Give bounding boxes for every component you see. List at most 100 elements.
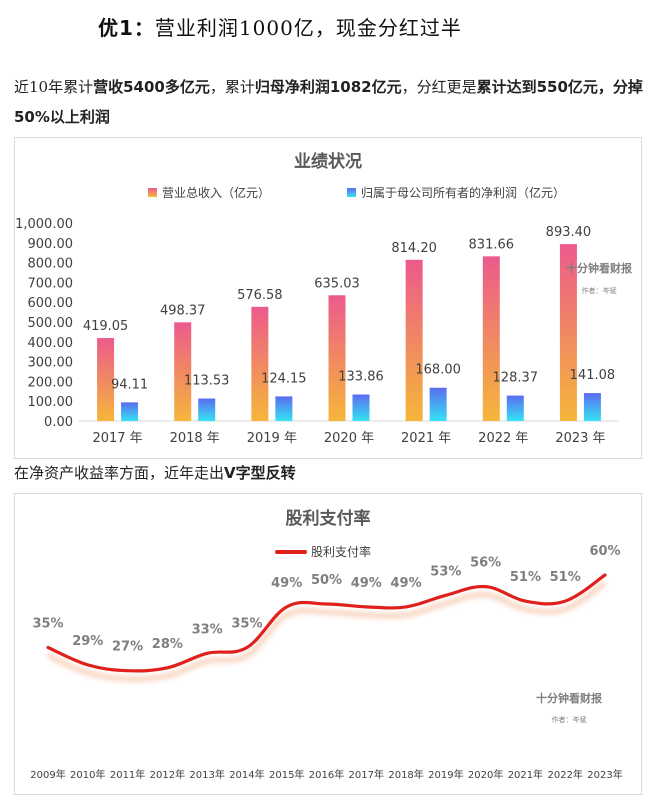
revenue-bar: [251, 306, 269, 421]
x-year-label: 2020年: [468, 768, 503, 781]
legend-payout-label: 股利支付率: [311, 544, 371, 559]
heading-prefix: 优1：: [98, 16, 155, 40]
intro-paragraph: 近10年累计营收5400多亿元，累计归母净利润1082亿元，分红更是累计达到55…: [14, 72, 644, 132]
payout-data-label: 51%: [510, 570, 541, 585]
legend-revenue-label: 营业总收入（亿元）: [162, 185, 270, 200]
payout-data-label: 49%: [391, 576, 422, 591]
payout-data-label: 51%: [550, 570, 581, 585]
line-watermark-main: 十分钟看财报: [536, 691, 603, 705]
y-tick-label: 100.00: [28, 395, 74, 410]
payout-data-label: 53%: [430, 564, 461, 579]
profit-data-label: 94.11: [111, 377, 148, 392]
x-year-label: 2011年: [110, 768, 145, 781]
bar-watermark-sub: 作者：岑斌: [582, 286, 617, 295]
y-tick-label: 0.00: [44, 415, 73, 430]
legend-profit-label: 归属于母公司所有者的净利润（亿元）: [361, 185, 565, 200]
profit-bar: [198, 398, 216, 421]
bar-watermark-main: 十分钟看财报: [566, 261, 633, 275]
profit-bar: [121, 402, 139, 421]
x-category-label: 2019 年: [247, 431, 297, 446]
payout-line: [46, 573, 607, 673]
y-tick-label: 600.00: [28, 296, 74, 311]
x-year-label: 2012年: [150, 768, 185, 781]
revenue-data-label: 814.20: [391, 241, 437, 256]
payout-data-label: 29%: [72, 634, 103, 649]
y-tick-label: 300.00: [28, 356, 74, 371]
profit-bar: [429, 387, 447, 421]
revenue-bar: [97, 338, 115, 421]
revenue-bar: [482, 256, 500, 421]
profit-data-label: 133.86: [338, 369, 384, 384]
profit-bar: [352, 394, 370, 421]
profit-data-label: 168.00: [415, 363, 461, 378]
payout-data-label: 60%: [589, 544, 620, 559]
x-year-label: 2022年: [547, 768, 582, 781]
roe-b1: V字型反转: [224, 464, 296, 482]
profit-data-label: 124.15: [261, 371, 307, 386]
revenue-bar: [559, 244, 577, 421]
profit-data-label: 128.37: [493, 371, 539, 386]
payout-data-label: 56%: [470, 556, 501, 571]
x-year-label: 2010年: [70, 768, 105, 781]
revenue-data-label: 831.66: [469, 237, 515, 252]
page-heading: 优1：营业利润1000亿，现金分红过半: [98, 12, 462, 41]
payout-line-shadow: [46, 580, 607, 682]
x-year-label: 2014年: [229, 768, 264, 781]
x-year-label: 2015年: [269, 768, 304, 781]
intro-p3: ，分红更是: [401, 78, 477, 96]
x-category-label: 2020 年: [324, 431, 374, 446]
x-year-label: 2019年: [428, 768, 463, 781]
performance-chart-panel: 业绩状况 营业总收入（亿元） 归属于母公司所有者的净利润（亿元） 0.00 100…: [14, 137, 642, 459]
y-tick-label: 400.00: [28, 336, 74, 351]
profit-data-label: 141.08: [570, 368, 616, 383]
y-tick-label: 800.00: [28, 257, 74, 272]
x-category-label: 2018 年: [170, 431, 220, 446]
heading-text: 营业利润1000亿，现金分红过半: [154, 16, 462, 40]
roe-p1: 在净资产收益率方面，近年走出: [14, 464, 225, 482]
profit-data-label: 113.53: [184, 374, 230, 389]
x-category-label: 2017 年: [92, 431, 142, 446]
x-year-label: 2018年: [388, 768, 423, 781]
y-tick-label: 900.00: [28, 237, 74, 252]
payout-data-label: 50%: [311, 573, 342, 588]
x-year-label: 2016年: [309, 768, 344, 781]
revenue-data-label: 576.58: [237, 288, 283, 303]
x-year-label: 2023年: [587, 768, 622, 781]
payout-line-chart: 股利支付率 股利支付率 35% 29% 27% 28% 33% 35% 49% 50% 49% 4…: [30, 508, 622, 781]
payout-data-label: 28%: [152, 637, 183, 652]
revenue-bar: [405, 259, 423, 421]
revenue-bar: [174, 322, 192, 421]
legend-revenue-swatch: [148, 188, 157, 197]
x-category-label: 2023 年: [555, 431, 605, 446]
payout-data-label: 27%: [112, 640, 143, 655]
profit-bar: [583, 393, 601, 421]
x-year-label: 2021年: [508, 768, 543, 781]
y-tick-label: 200.00: [28, 375, 74, 390]
x-category-label: 2021 年: [401, 431, 451, 446]
payout-data-label: 49%: [351, 576, 382, 591]
intro-p2: ，累计: [209, 78, 255, 96]
y-tick-label: 1,000.00: [15, 217, 73, 232]
intro-b2: 归母净利润1082亿元: [254, 78, 402, 96]
performance-bar-chart: 业绩状况 营业总收入（亿元） 归属于母公司所有者的净利润（亿元） 0.00 100…: [15, 151, 633, 446]
x-year-label: 2017年: [349, 768, 384, 781]
x-year-label: 2013年: [189, 768, 224, 781]
revenue-data-label: 893.40: [546, 225, 592, 240]
payout-data-label: 33%: [192, 622, 223, 637]
revenue-data-label: 498.37: [160, 303, 206, 318]
payout-data-label: 35%: [231, 617, 262, 632]
revenue-data-label: 419.05: [83, 319, 129, 334]
payout-chart-panel: 股利支付率 股利支付率 35% 29% 27% 28% 33% 35% 49% 50% 49% 4…: [14, 493, 642, 795]
intro-b1: 营收5400多亿元: [93, 78, 210, 96]
x-category-label: 2022 年: [478, 431, 528, 446]
payout-data-label: 49%: [271, 576, 302, 591]
profit-bar: [506, 395, 524, 421]
line-watermark-sub: 作者：岑斌: [552, 715, 587, 724]
roe-paragraph: 在净资产收益率方面，近年走出V字型反转: [14, 462, 296, 483]
bar-chart-title: 业绩状况: [294, 151, 362, 172]
revenue-data-label: 635.03: [314, 276, 360, 291]
legend-profit-swatch: [347, 188, 356, 197]
revenue-bar: [328, 295, 346, 421]
x-year-label: 2009年: [30, 768, 65, 781]
line-chart-title: 股利支付率: [286, 508, 371, 529]
